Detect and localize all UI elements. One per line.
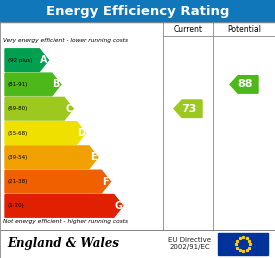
Bar (218, 233, 268, 255)
Text: G: G (114, 201, 122, 211)
Polygon shape (5, 97, 73, 120)
Polygon shape (5, 146, 98, 169)
Text: (81-91): (81-91) (8, 82, 28, 87)
Text: (69-80): (69-80) (8, 106, 28, 111)
Polygon shape (5, 49, 48, 71)
Polygon shape (5, 122, 86, 144)
Bar (0, 0, 275, 22)
Text: F: F (103, 176, 109, 187)
Polygon shape (174, 100, 202, 117)
Polygon shape (5, 195, 123, 217)
Text: (21-38): (21-38) (8, 179, 28, 184)
Text: E: E (90, 152, 97, 162)
Bar (0, 22, 275, 230)
Text: (39-54): (39-54) (8, 155, 28, 160)
Text: B: B (53, 79, 60, 90)
Text: A: A (40, 55, 48, 65)
Text: C: C (65, 104, 72, 114)
Text: Energy Efficiency Rating: Energy Efficiency Rating (46, 4, 229, 18)
Text: Not energy efficient - higher running costs: Not energy efficient - higher running co… (3, 219, 128, 224)
Text: (1-20): (1-20) (8, 203, 25, 208)
Text: 88: 88 (237, 79, 253, 90)
Polygon shape (5, 170, 110, 193)
Text: (92 plus): (92 plus) (8, 58, 32, 63)
Text: Current: Current (174, 25, 202, 34)
Text: EU Directive
2002/91/EC: EU Directive 2002/91/EC (169, 238, 211, 251)
Text: (55-68): (55-68) (8, 131, 28, 135)
Text: England & Wales: England & Wales (7, 238, 119, 251)
Text: 73: 73 (181, 104, 197, 114)
Polygon shape (5, 73, 61, 96)
Bar (0, 230, 275, 258)
Text: D: D (77, 128, 85, 138)
Polygon shape (230, 76, 258, 93)
Text: Potential: Potential (227, 25, 261, 34)
Text: Very energy efficient - lower running costs: Very energy efficient - lower running co… (3, 38, 128, 43)
